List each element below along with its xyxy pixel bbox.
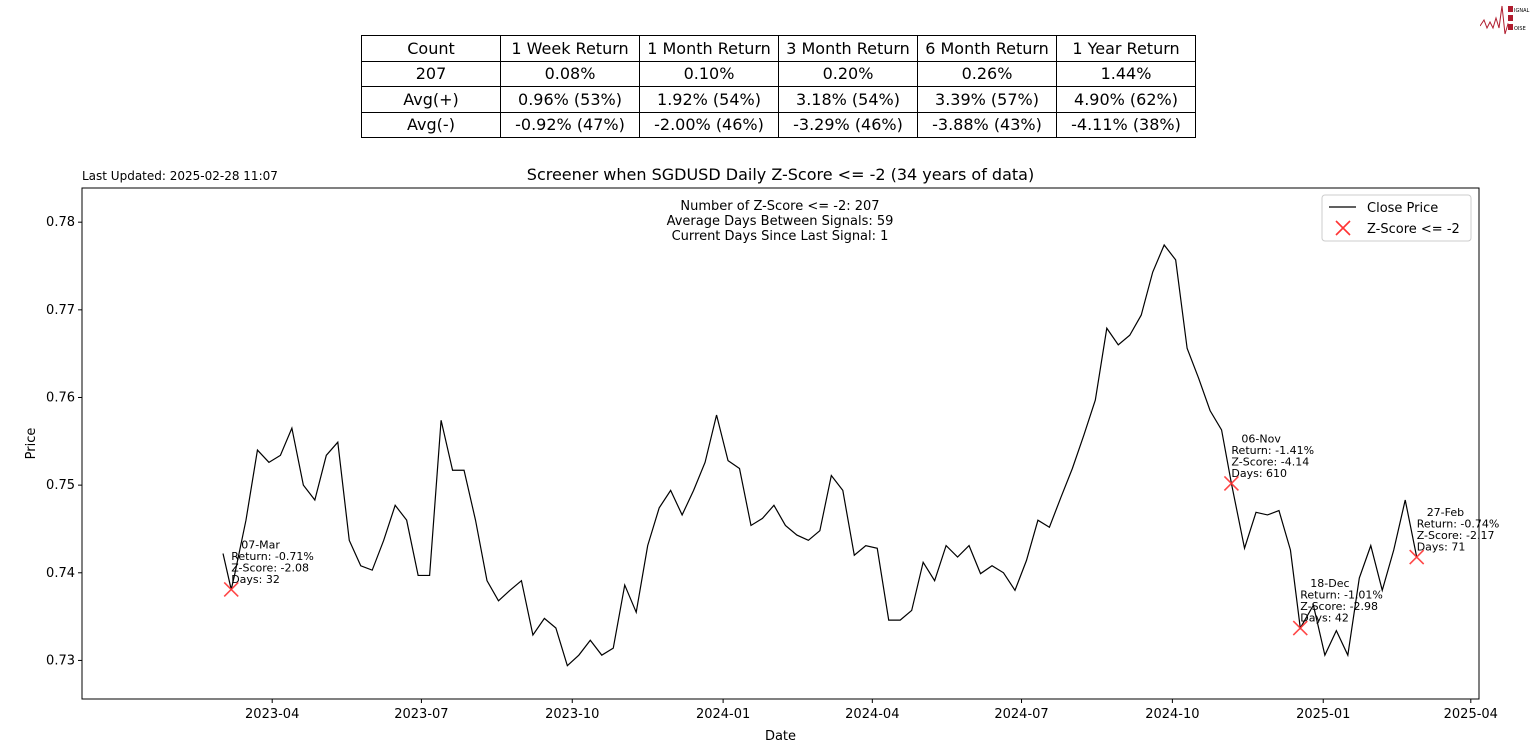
y-tick-label: 0.75 xyxy=(46,478,75,493)
x-tick-label: 2023-07 xyxy=(394,707,448,722)
x-tick-label: 2025-01 xyxy=(1296,707,1350,722)
y-tick-label: 0.76 xyxy=(46,390,75,405)
table-cell: 3.39% (57%) xyxy=(917,86,1057,113)
annotation-text: 27-Feb xyxy=(1427,506,1464,519)
annotation-text: Days: 71 xyxy=(1417,541,1466,554)
x-tick-label: 2024-04 xyxy=(845,707,899,722)
x-tick-label: 2025-04 xyxy=(1444,707,1498,722)
info-text: Average Days Between Signals: 59 xyxy=(667,214,894,229)
y-tick-label: 0.73 xyxy=(46,653,75,668)
table-cell: 0.08% xyxy=(500,60,640,87)
signal-2-noise-logo: IGNAL OISE xyxy=(1480,5,1530,35)
legend-label: Close Price xyxy=(1367,201,1438,216)
table-cell: 1.92% (54%) xyxy=(639,86,779,113)
signal-marker xyxy=(1409,549,1425,565)
annotation-text: 18-Dec xyxy=(1310,577,1349,590)
table-cell: 0.26% xyxy=(917,60,1057,87)
table-cell: Avg(+) xyxy=(361,86,501,113)
annotation-text: Return: -1.01% xyxy=(1300,589,1383,602)
table-cell: 3 Month Return xyxy=(778,35,918,62)
y-tick-label: 0.77 xyxy=(46,303,75,318)
svg-text:OISE: OISE xyxy=(1514,26,1526,32)
plot-frame xyxy=(81,187,1480,700)
table-cell: -3.29% (46%) xyxy=(778,111,918,138)
annotation-text: Days: 32 xyxy=(231,573,280,586)
x-tick-label: 2024-10 xyxy=(1145,707,1199,722)
annotation-text: Days: 42 xyxy=(1300,612,1349,625)
table-cell: 0.20% xyxy=(778,60,918,87)
table-cell: 1.44% xyxy=(1056,60,1196,87)
y-axis-label: Price xyxy=(24,428,39,460)
table-row: Avg(+) 0.96% (53%) 1.92% (54%) 3.18% (54%) 3… xyxy=(361,86,1196,113)
table-cell: 1 Week Return xyxy=(500,35,640,62)
x-tick-label: 2023-10 xyxy=(545,707,599,722)
annotation-text: Z-Score: -4.14 xyxy=(1231,455,1309,468)
annotation-text: Return: -0.74% xyxy=(1417,518,1500,531)
table-cell: 0.10% xyxy=(639,60,779,87)
x-tick-label: 2024-07 xyxy=(994,707,1048,722)
table-row: Avg(-) -0.92% (47%) -2.00% (46%) -3.29% (46… xyxy=(361,111,1196,138)
x-tick-label: 2024-01 xyxy=(696,707,750,722)
x-axis-label: Date xyxy=(765,729,796,744)
annotation-text: Return: -1.41% xyxy=(1231,444,1314,457)
annotation-text: 06-Nov xyxy=(1241,432,1281,445)
annotation-text: 07-Mar xyxy=(241,538,280,551)
x-tick-label: 2023-04 xyxy=(245,707,299,722)
annotation-text: Z-Score: -2.98 xyxy=(1300,600,1378,613)
table-cell: 207 xyxy=(361,60,501,87)
table-cell: 3.18% (54%) xyxy=(778,86,918,113)
table-cell: -0.92% (47%) xyxy=(500,111,640,138)
info-text: Number of Z-Score <= -2: 207 xyxy=(680,199,879,214)
signal-marker xyxy=(1223,475,1239,491)
table-cell: Count xyxy=(361,35,501,62)
table-cell: -4.11% (38%) xyxy=(1056,111,1196,138)
annotation-text: Days: 610 xyxy=(1231,467,1287,480)
table-header-row: Count 1 Week Return 1 Month Return 3 Month … xyxy=(361,35,1196,62)
y-tick-label: 0.74 xyxy=(46,566,75,581)
annotation-text: Z-Score: -2.08 xyxy=(231,561,309,574)
last-updated: Last Updated: 2025-02-28 11:07 xyxy=(82,169,278,183)
chart-title: Screener when SGDUSD Daily Z-Score <= -2… xyxy=(527,165,1034,184)
svg-text:IGNAL: IGNAL xyxy=(1514,8,1530,14)
signal-marker xyxy=(1292,620,1308,636)
info-text: Current Days Since Last Signal: 1 xyxy=(672,229,889,244)
annotation-text: Return: -0.71% xyxy=(231,550,314,563)
table-cell: Avg(-) xyxy=(361,111,501,138)
close-price-line xyxy=(222,243,1418,667)
stats-table: Count 1 Week Return 1 Month Return 3 Month … xyxy=(361,35,1196,138)
y-tick-label: 0.78 xyxy=(46,215,75,230)
signal-marker xyxy=(223,581,239,598)
legend-label: Z-Score <= -2 xyxy=(1367,222,1460,237)
table-cell: -2.00% (46%) xyxy=(639,111,779,138)
legend-marker-swatch xyxy=(1335,220,1351,236)
annotation-text: Z-Score: -2.17 xyxy=(1417,529,1495,542)
table-cell: 1 Year Return xyxy=(1056,35,1196,62)
table-row: 207 0.08% 0.10% 0.20% 0.26% 1.44% xyxy=(361,60,1196,87)
table-cell: 0.96% (53%) xyxy=(500,86,640,113)
legend-box xyxy=(1321,194,1472,242)
logo-waveform xyxy=(1480,5,1512,35)
